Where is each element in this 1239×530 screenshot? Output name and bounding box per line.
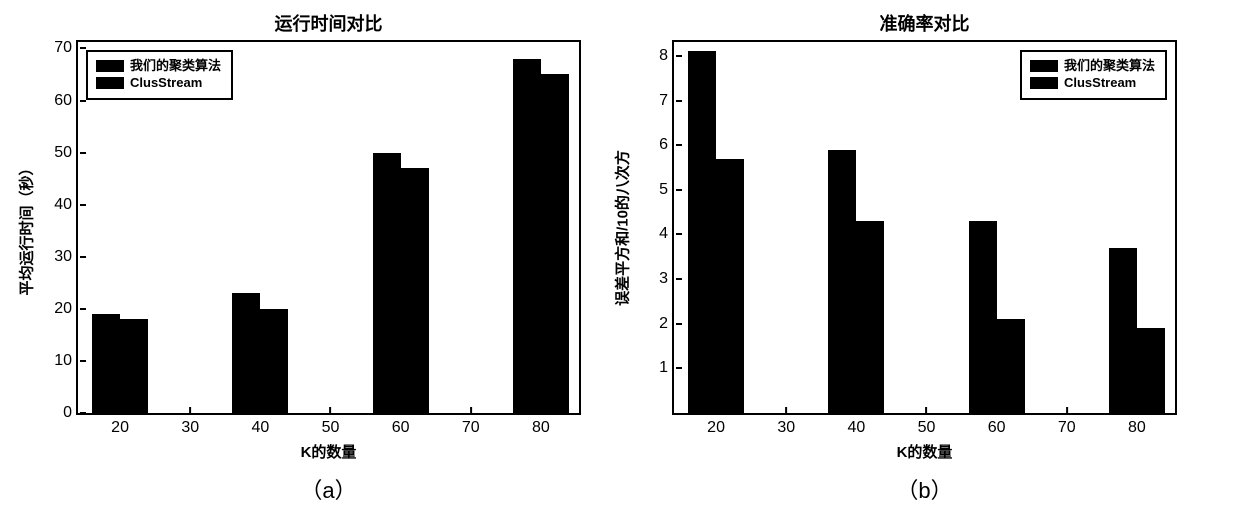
y-tick: 7 — [659, 92, 674, 110]
bar — [688, 51, 716, 413]
x-tick: 70 — [1058, 413, 1076, 437]
x-tick: 30 — [777, 413, 795, 437]
y-tick: 10 — [54, 352, 78, 370]
y-tick: 8 — [659, 47, 674, 65]
chart-b-xlabel: K的数量 — [897, 441, 953, 462]
bar — [401, 168, 429, 413]
y-tick: 0 — [63, 404, 78, 422]
x-tick: 40 — [251, 413, 269, 437]
y-tick: 1 — [659, 359, 674, 377]
chart-b-box: 误差平方和/10的八次方 K的数量 我们的聚类算法ClusStream 1234… — [672, 40, 1177, 415]
x-tick: 40 — [847, 413, 865, 437]
x-tick: 20 — [111, 413, 129, 437]
bar — [232, 293, 260, 413]
y-tick: 4 — [659, 225, 674, 243]
panel-a: 运行时间对比 平均运行时间（秒） K的数量 我们的聚类算法ClusStream … — [76, 10, 581, 505]
y-tick: 2 — [659, 315, 674, 333]
panel-b-sublabel: （b） — [672, 473, 1177, 505]
bar — [997, 319, 1025, 413]
x-tick: 30 — [181, 413, 199, 437]
x-tick: 50 — [322, 413, 340, 437]
chart-a-xlabel: K的数量 — [301, 441, 357, 462]
x-tick: 80 — [1128, 413, 1146, 437]
x-tick: 60 — [392, 413, 410, 437]
bar — [373, 153, 401, 413]
bar — [716, 159, 744, 413]
bar — [828, 150, 856, 413]
bar — [541, 74, 569, 413]
chart-a-ylabel: 平均运行时间（秒） — [16, 160, 37, 295]
chart-a-title: 运行时间对比 — [76, 10, 581, 36]
y-tick: 30 — [54, 248, 78, 266]
bar — [513, 59, 541, 413]
x-tick: 60 — [988, 413, 1006, 437]
bar — [260, 309, 288, 413]
chart-b-plot — [674, 42, 1175, 413]
chart-a-box: 平均运行时间（秒） K的数量 我们的聚类算法ClusStream 0102030… — [76, 40, 581, 415]
y-tick: 60 — [54, 92, 78, 110]
y-tick: 20 — [54, 300, 78, 318]
x-tick: 70 — [462, 413, 480, 437]
panel-b: 准确率对比 误差平方和/10的八次方 K的数量 我们的聚类算法ClusStrea… — [672, 10, 1177, 505]
y-tick: 70 — [54, 39, 78, 57]
x-tick: 50 — [918, 413, 936, 437]
x-tick: 80 — [532, 413, 550, 437]
chart-a-plot — [78, 42, 579, 413]
y-tick: 5 — [659, 181, 674, 199]
charts-row: 运行时间对比 平均运行时间（秒） K的数量 我们的聚类算法ClusStream … — [0, 0, 1239, 505]
y-tick: 6 — [659, 136, 674, 154]
bar — [1137, 328, 1165, 413]
bar — [120, 319, 148, 413]
x-tick: 20 — [707, 413, 725, 437]
y-tick: 50 — [54, 144, 78, 162]
bar — [92, 314, 120, 413]
chart-b-ylabel: 误差平方和/10的八次方 — [612, 150, 633, 306]
y-tick: 40 — [54, 196, 78, 214]
bar — [969, 221, 997, 413]
chart-b-title: 准确率对比 — [672, 10, 1177, 36]
panel-a-sublabel: （a） — [76, 473, 581, 505]
bar — [1109, 248, 1137, 413]
bar — [856, 221, 884, 413]
y-tick: 3 — [659, 270, 674, 288]
